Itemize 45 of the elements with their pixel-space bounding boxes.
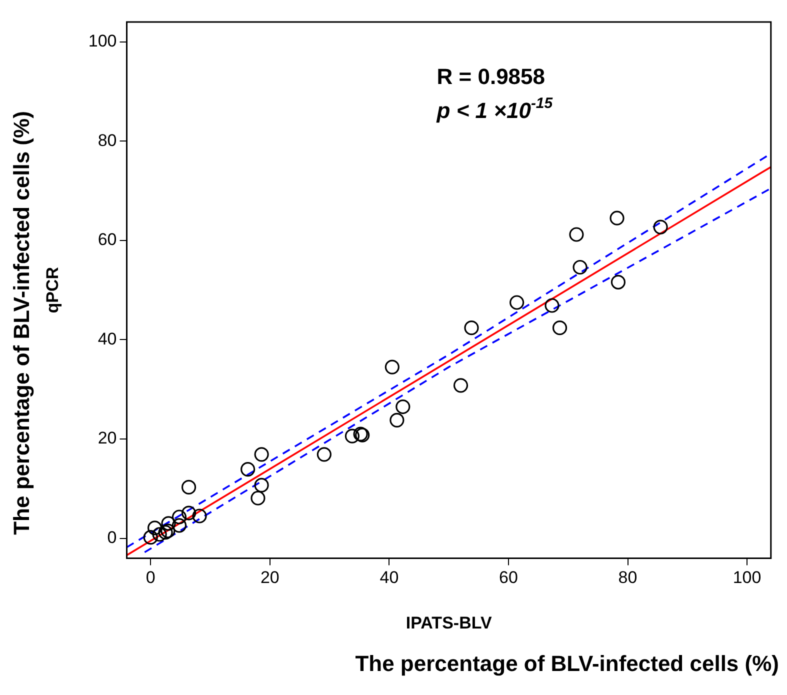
point bbox=[453, 378, 468, 393]
y-tick-label: 40 bbox=[98, 329, 117, 348]
point bbox=[390, 412, 404, 428]
point bbox=[161, 516, 176, 531]
x-tick-label: 40 bbox=[380, 568, 399, 588]
point bbox=[610, 274, 626, 290]
point bbox=[152, 527, 167, 542]
point bbox=[569, 227, 584, 242]
point bbox=[396, 399, 410, 414]
point bbox=[254, 478, 269, 493]
text: The percentage of BLV-infected cells (%) bbox=[9, 111, 35, 535]
point bbox=[610, 210, 624, 226]
y-axis-title: qPCR bbox=[42, 266, 62, 314]
y-tick-label: 0 bbox=[107, 528, 117, 548]
x-tick-label: 80 bbox=[618, 568, 638, 588]
point bbox=[172, 518, 187, 533]
x-tick-label: 0 bbox=[146, 568, 156, 588]
point bbox=[254, 447, 269, 462]
y-tick-label: 80 bbox=[98, 130, 117, 150]
text: The percentage of BLV-infected cells (%) bbox=[355, 651, 779, 677]
point bbox=[464, 320, 479, 336]
point bbox=[572, 260, 588, 275]
point bbox=[552, 320, 568, 336]
point bbox=[344, 428, 360, 444]
x-tick-label: 100 bbox=[732, 568, 762, 588]
point bbox=[250, 490, 266, 506]
point bbox=[544, 298, 560, 313]
point bbox=[143, 530, 158, 545]
point bbox=[147, 520, 162, 536]
y-tick-label: 100 bbox=[88, 32, 117, 51]
x-tick-label: 20 bbox=[260, 568, 280, 588]
point bbox=[181, 480, 196, 495]
point bbox=[172, 510, 187, 524]
point bbox=[653, 220, 668, 234]
point bbox=[181, 506, 196, 520]
y-tick-label: 60 bbox=[98, 230, 117, 250]
point bbox=[384, 360, 400, 374]
x-tick-label: 60 bbox=[499, 568, 518, 588]
point bbox=[192, 508, 207, 524]
point bbox=[240, 462, 256, 477]
x-axis-title: IPATS-BLV bbox=[406, 613, 492, 632]
y-tick-label: 20 bbox=[98, 428, 117, 448]
point bbox=[510, 295, 524, 310]
point bbox=[316, 447, 332, 462]
annotation: R = 0.9858 bbox=[436, 64, 546, 89]
